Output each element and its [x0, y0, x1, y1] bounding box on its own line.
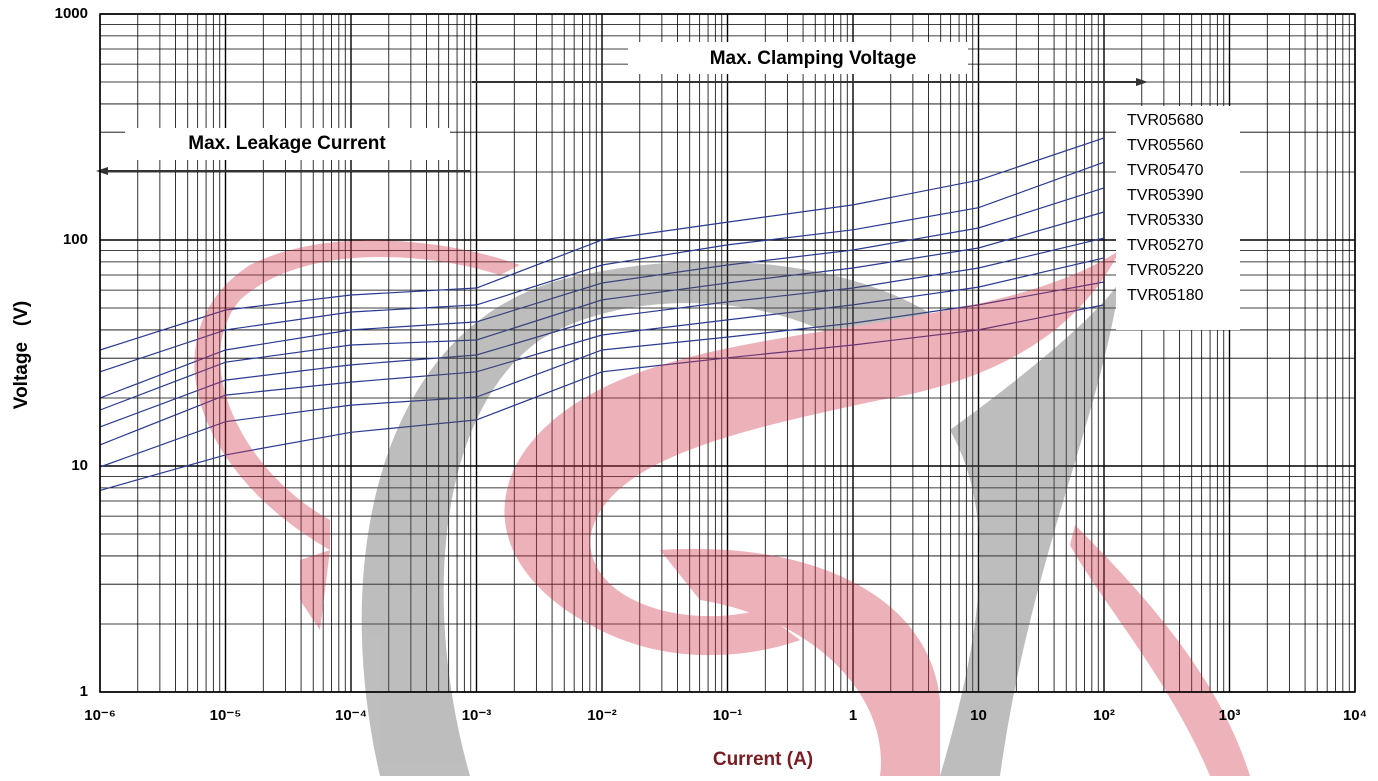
legend-label: TVR05470	[1127, 162, 1204, 179]
x-tick-label: 10³	[1219, 707, 1241, 724]
series-line	[99, 187, 1105, 399]
legend-box	[1116, 106, 1240, 330]
annotation-box	[628, 42, 968, 74]
axes: 10⁻⁶ 10⁻⁵ 10⁻⁴ 10⁻³ 10⁻² 10⁻¹ 1 10 10² 10³ 10⁴ 1 10 1…	[55, 5, 1367, 724]
arrow-head	[1136, 78, 1148, 86]
series-line	[99, 211, 1105, 411]
x-tick-label: 10⁻⁵	[210, 707, 242, 724]
y-tick-label: 100	[63, 231, 88, 248]
x-tick-label: 10⁻⁴	[335, 707, 367, 724]
series-line	[99, 137, 1105, 351]
series-line	[99, 257, 1105, 446]
annotation-clamping: Max. Clamping Voltage	[472, 42, 1148, 86]
watermark	[194, 240, 1250, 776]
legend-label: TVR05680	[1127, 112, 1204, 129]
annotation: Max. Leakage Current	[188, 133, 386, 154]
x-tick-label: 10	[970, 707, 987, 724]
x-tick-label: 10⁻⁶	[84, 707, 116, 724]
annotation: Max. Clamping Voltage	[710, 48, 917, 69]
x-tick-label: 10⁻¹	[713, 707, 743, 724]
series-line	[99, 304, 1105, 491]
x-axis-title: Current (A)	[713, 749, 813, 770]
arrow-head	[96, 167, 108, 175]
y-tick-label: 1000	[55, 5, 88, 22]
y-tick-label: 1	[80, 683, 88, 700]
x-tick-label: 10⁴	[1343, 707, 1367, 724]
legend-label: TVR05270	[1127, 237, 1204, 254]
annotation-box	[125, 128, 450, 160]
legend-label: TVR05220	[1127, 262, 1204, 279]
lines	[99, 137, 1105, 491]
x-tick-label: 10⁻³	[462, 707, 492, 724]
legend: TVR05680 TVR05560 TVR05470 TVR05390 TVR05330…	[1127, 112, 1204, 304]
annotation-leakage: Max. Leakage Current	[96, 128, 470, 175]
legend-label: TVR05180	[1127, 287, 1204, 304]
legend-label: TVR05390	[1127, 187, 1204, 204]
x-tick-label: 10²	[1093, 707, 1115, 724]
series-line	[99, 237, 1105, 428]
y-axis-title: Voltage (V)	[11, 301, 32, 409]
series-line	[99, 161, 1105, 373]
x-tick-label: 1	[849, 707, 857, 724]
legend-label: TVR05330	[1127, 212, 1204, 229]
x-tick-label: 10⁻²	[587, 707, 617, 724]
y-tick-label: 10	[71, 457, 88, 474]
plot-frame	[99, 13, 1356, 693]
series-line	[99, 281, 1105, 468]
legend-label: TVR05560	[1127, 137, 1204, 154]
